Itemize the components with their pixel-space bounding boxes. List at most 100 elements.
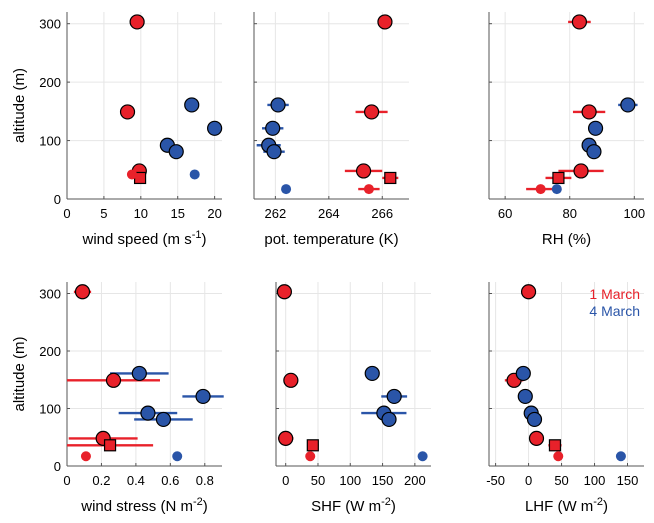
x-tick-label: 266 — [371, 206, 393, 221]
panel-wind-stress: 0 0.2 0.4 0.6 0.8 0 100 200 300 wind stress (N m-… — [11, 282, 224, 515]
x-axis-label-superscript: -2 — [593, 496, 603, 508]
x-axis-label-superscript: -2 — [193, 496, 203, 508]
data-point-red — [283, 372, 299, 388]
x-axis-label: wind speed (m s-1) — [82, 229, 207, 248]
x-axis-label: RH (%) — [542, 231, 591, 248]
data-point-blue — [195, 388, 211, 405]
x-tick-label: 0 — [63, 473, 70, 488]
x-tick-label: 100 — [623, 206, 645, 221]
data-point-red — [278, 430, 294, 446]
y-tick-label: 200 — [39, 75, 61, 90]
y-tick-label: 0 — [54, 192, 61, 207]
data-point-small-blue — [172, 451, 183, 462]
data-point-square-red — [384, 171, 397, 185]
x-tick-label: 15 — [170, 206, 184, 221]
data-point-blue — [620, 97, 636, 113]
data-point-blue — [184, 97, 200, 113]
x-tick-label: 60 — [498, 206, 512, 221]
x-axis-label: pot. temperature (K) — [264, 231, 398, 248]
x-tick-label: 0 — [63, 206, 70, 221]
data-point-blue — [155, 411, 172, 428]
x-tick-label: 0 — [282, 473, 289, 488]
x-tick-label: 264 — [318, 206, 340, 221]
data-point-blue — [168, 144, 184, 160]
data-point-blue — [381, 411, 397, 428]
panel-shf: 0 50 100 150 200 SHF (W m-2) — [275, 282, 431, 515]
y-tick-label: 300 — [39, 17, 61, 32]
x-tick-label: 150 — [617, 473, 639, 488]
x-axis-label-text: wind speed (m s — [82, 231, 192, 248]
y-tick-label: 300 — [39, 287, 61, 302]
x-tick-label: 0 — [525, 473, 532, 488]
y-tick-label: 100 — [39, 402, 61, 417]
x-tick-label: 0.8 — [196, 473, 214, 488]
x-tick-label: 200 — [404, 473, 426, 488]
x-tick-label: 0.6 — [161, 473, 179, 488]
data-point-red — [520, 284, 537, 300]
data-point-blue — [131, 365, 147, 382]
x-tick-label: 20 — [207, 206, 221, 221]
data-point-blue — [207, 120, 223, 136]
data-point-square-red — [306, 439, 319, 452]
data-point-red — [528, 430, 545, 446]
data-point-small-red — [535, 184, 546, 195]
data-point-red — [129, 14, 145, 30]
data-point-small-blue — [417, 451, 428, 462]
data-point-square-red — [103, 439, 117, 452]
data-point-blue — [265, 120, 281, 136]
data-point-blue — [266, 144, 282, 160]
x-tick-label: 80 — [562, 206, 576, 221]
data-point-red — [276, 284, 292, 300]
data-point-blue — [364, 365, 380, 382]
x-axis-label: SHF (W m-2) — [311, 496, 396, 515]
legend-entry-blue: 4 March — [589, 303, 640, 319]
legend-entry-red: 1 March — [589, 286, 640, 302]
data-point-blue — [140, 405, 156, 421]
x-axis-label-end: ) — [203, 498, 208, 515]
data-point-small-blue — [281, 184, 292, 195]
x-axis-label: wind stress (N m-2) — [80, 496, 207, 515]
data-point-red — [573, 163, 589, 179]
x-axis-label-end: ) — [603, 498, 608, 515]
x-tick-label: 10 — [134, 206, 148, 221]
data-point-blue — [517, 388, 533, 405]
x-tick-label: 50 — [554, 473, 568, 488]
data-point-red — [105, 372, 122, 388]
x-tick-label: 262 — [265, 206, 287, 221]
data-point-blue — [515, 365, 531, 382]
x-axis-label-text: RH (%) — [542, 231, 591, 248]
x-tick-label: 0.4 — [127, 473, 145, 488]
x-axis-label-end: ) — [391, 498, 396, 515]
data-point-small-red — [126, 169, 137, 180]
data-point-red — [377, 14, 393, 30]
data-point-blue — [586, 144, 602, 160]
x-axis-label-superscript: -1 — [192, 229, 202, 241]
data-point-red — [355, 163, 372, 179]
y-tick-label: 200 — [39, 344, 61, 359]
y-tick-label: 0 — [54, 459, 61, 474]
data-point-red — [119, 104, 136, 120]
x-axis-label-text: LHF (W m — [525, 498, 593, 515]
y-axis-label: altitude (m) — [11, 336, 28, 411]
data-point-blue — [270, 97, 286, 113]
data-point-square-red — [552, 171, 565, 185]
data-point-small-red — [80, 451, 91, 462]
data-point-red — [363, 104, 380, 120]
x-tick-label: 50 — [311, 473, 325, 488]
y-axis-label: altitude (m) — [11, 68, 28, 143]
x-axis-label-text: wind stress (N m — [80, 498, 193, 515]
x-tick-label: 5 — [100, 206, 107, 221]
x-tick-label: 100 — [339, 473, 361, 488]
x-axis-label: LHF (W m-2) — [525, 496, 608, 515]
panel-rh: 60 80 100 RH (%) — [488, 12, 645, 248]
data-point-red — [74, 284, 91, 300]
x-tick-label: 0.2 — [92, 473, 110, 488]
data-point-small-red — [363, 184, 374, 195]
x-axis-label-end: ) — [202, 231, 207, 248]
x-axis-label-text: pot. temperature (K) — [264, 231, 398, 248]
x-tick-label: 150 — [372, 473, 394, 488]
data-point-small-blue — [189, 169, 200, 180]
